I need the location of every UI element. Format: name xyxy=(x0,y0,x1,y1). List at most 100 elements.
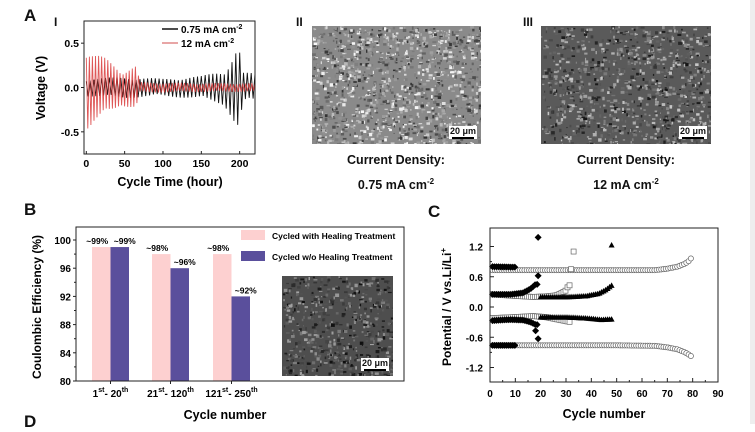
sem-texture-speck xyxy=(325,118,328,121)
sem-texture-speck xyxy=(708,125,711,126)
sem-texture-speck xyxy=(655,104,658,106)
sem-texture-speck xyxy=(303,325,304,326)
sem-texture-speck xyxy=(434,88,436,89)
sem-texture-speck xyxy=(375,319,377,320)
sem-texture-speck xyxy=(403,105,406,107)
sem-texture-speck xyxy=(336,322,339,325)
sem-texture-speck xyxy=(286,292,289,294)
sem-texture-speck xyxy=(377,119,379,121)
sem-texture-speck xyxy=(387,329,390,332)
sem-texture-speck xyxy=(631,141,632,143)
sem-texture-speck xyxy=(564,45,567,47)
sem-texture-speck xyxy=(320,347,321,350)
sem-texture-speck xyxy=(354,132,356,134)
sem-texture-speck xyxy=(308,343,312,346)
sem-texture-speck xyxy=(670,92,671,94)
sem-texture-speck xyxy=(426,133,430,136)
sem-texture-speck xyxy=(326,329,329,331)
sem-texture-speck xyxy=(565,29,568,32)
sem-texture-speck xyxy=(405,133,409,136)
sem-texture-speck xyxy=(564,41,568,43)
sem-texture-speck xyxy=(580,101,584,103)
sem-texture-speck xyxy=(350,126,354,128)
sem-texture-speck xyxy=(666,82,670,85)
sem-texture-speck xyxy=(371,130,374,132)
sem-texture-speck xyxy=(597,61,600,64)
sem-texture-speck xyxy=(336,41,337,44)
sem-texture-speck xyxy=(372,29,374,31)
sem-texture-speck xyxy=(438,96,441,99)
sem-texture-speck xyxy=(323,133,326,135)
sem-texture-speck xyxy=(353,340,355,342)
sem-texture-speck xyxy=(382,299,383,302)
sem-texture-speck xyxy=(541,36,542,37)
sem-texture-speck xyxy=(430,29,434,30)
sem-texture-speck xyxy=(406,142,408,144)
sem-texture-speck xyxy=(641,135,643,137)
sem-texture-speck xyxy=(597,96,601,98)
sem-texture-speck xyxy=(331,321,333,323)
sem-texture-speck xyxy=(351,61,354,62)
sem-texture-speck xyxy=(353,295,355,297)
sem-texture-speck xyxy=(699,92,703,94)
sem-texture-speck xyxy=(284,325,285,327)
sem-texture-speck xyxy=(473,115,474,117)
sem-texture-speck xyxy=(325,114,328,117)
sem-texture-speck xyxy=(471,105,474,106)
sem-texture-speck xyxy=(595,83,598,85)
sem-texture-speck xyxy=(380,59,381,62)
sem-texture-speck xyxy=(567,58,571,60)
sem-texture-speck xyxy=(315,352,318,355)
sem-texture-speck xyxy=(357,31,359,34)
sem-texture-speck xyxy=(351,364,353,367)
sem-texture-speck xyxy=(446,119,447,121)
caption-ii: Current Density: 0.75 mA cm-2 xyxy=(296,150,496,196)
sem-texture-speck xyxy=(339,358,341,360)
sem-texture-speck xyxy=(610,141,612,144)
bar-without-healing-2 xyxy=(232,296,251,381)
sem-texture-speck xyxy=(616,119,619,122)
sem-texture-speck xyxy=(338,334,339,336)
sem-texture-speck xyxy=(343,138,347,140)
sem-texture-speck xyxy=(286,283,289,284)
sem-texture-speck xyxy=(622,68,626,69)
sem-texture-speck xyxy=(404,130,406,131)
sem-texture-speck xyxy=(384,27,386,30)
sem-texture-speck xyxy=(388,282,392,285)
sem-texture-speck xyxy=(644,120,645,122)
sem-texture-speck xyxy=(703,106,705,107)
sem-texture-speck xyxy=(696,107,698,110)
chart-c-y-axis-label: Potential / V vs.Li/Li+ xyxy=(439,248,454,366)
sem-texture-speck xyxy=(695,68,696,69)
sem-texture-speck xyxy=(336,61,338,62)
data-label-with-2: ~98% xyxy=(207,243,229,253)
sem-texture-speck xyxy=(399,132,401,134)
sem-texture-speck xyxy=(289,290,291,293)
sem-texture-speck xyxy=(663,67,665,69)
sem-texture-speck xyxy=(352,114,355,115)
sem-texture-speck xyxy=(472,76,476,79)
sem-texture-speck xyxy=(310,350,313,353)
chart-c-frame xyxy=(490,228,718,382)
sem-texture-speck xyxy=(371,287,373,288)
sem-texture-speck xyxy=(346,278,348,281)
sem-texture-speck xyxy=(416,116,418,119)
sem-texture-speck xyxy=(421,96,424,98)
sem-texture-speck xyxy=(380,89,381,92)
sem-texture-speck xyxy=(384,374,388,375)
sem-texture-speck xyxy=(336,371,340,372)
caption-iii: Current Density: 12 mA cm-2 xyxy=(526,150,726,196)
sem-texture-speck xyxy=(656,80,658,82)
sem-texture-speck xyxy=(348,58,350,59)
sem-texture-speck xyxy=(312,326,316,328)
sem-texture-speck xyxy=(346,307,348,310)
sem-texture-speck xyxy=(359,373,362,376)
sem-texture-speck xyxy=(341,133,344,136)
sem-texture-speck xyxy=(291,335,295,338)
sem-texture-speck xyxy=(422,57,423,60)
sem-texture-speck xyxy=(321,61,322,64)
chart-c-x-axis-label: Cycle number xyxy=(563,407,646,421)
sem-texture-speck xyxy=(333,339,335,342)
sem-texture-speck xyxy=(375,279,379,282)
sem-texture-speck xyxy=(336,95,338,96)
